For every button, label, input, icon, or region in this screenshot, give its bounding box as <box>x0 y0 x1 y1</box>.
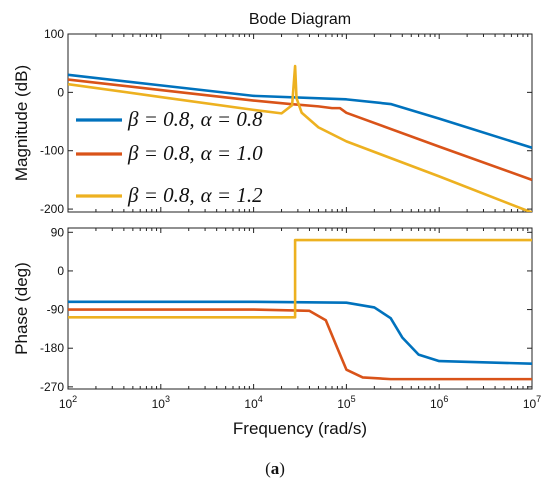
phase-axis-label: Phase (deg) <box>12 262 31 355</box>
phase-ytick-label: -90 <box>47 303 65 317</box>
phase-ytick-label: -270 <box>40 380 64 394</box>
magnitude-ytick-label: 100 <box>44 27 64 41</box>
x-tick-label: 107 <box>523 394 541 411</box>
phase-panel: 90 0 -90 -180 -270 Phase (deg) <box>12 225 533 394</box>
phase-ytick-label: -180 <box>40 341 64 355</box>
x-tick-label: 102 <box>59 394 77 411</box>
x-tick-label: 106 <box>430 394 448 411</box>
x-tick-label: 103 <box>152 394 170 411</box>
caption-open: ( <box>265 459 271 478</box>
magnitude-panel: 100 0 -100 -200 Magnitude (dB) β = 0.8, α = … <box>12 27 533 216</box>
magnitude-tick-labels: 100 0 -100 -200 <box>40 27 64 216</box>
legend-entry: β = 0.8, α = 1.2 <box>127 183 263 207</box>
caption-letter: a <box>271 459 280 478</box>
x-tick-label: 105 <box>337 394 355 411</box>
magnitude-ytick-label: 0 <box>57 85 64 99</box>
caption-close: ) <box>279 459 285 478</box>
legend-entry: β = 0.8, α = 1.0 <box>127 141 263 165</box>
magnitude-ytick-label: -200 <box>40 202 64 216</box>
magnitude-series-line <box>68 64 532 212</box>
phase-ytick-label: 90 <box>51 225 65 239</box>
x-axis-label: Frequency (rad/s) <box>233 419 367 438</box>
legend: β = 0.8, α = 0.8 β = 0.8, α = 1.0 β = 0.8, α … <box>76 107 263 207</box>
magnitude-series <box>68 64 532 212</box>
magnitude-ticks <box>67 33 533 212</box>
phase-ytick-label: 0 <box>57 264 64 278</box>
chart-title: Bode Diagram <box>249 11 351 28</box>
phase-series-line <box>68 300 532 365</box>
legend-entry: β = 0.8, α = 0.8 <box>127 107 263 131</box>
magnitude-series-line <box>68 73 532 150</box>
phase-ticks <box>67 228 533 389</box>
x-tick-labels: 102 103 104 105 106 107 <box>59 394 541 411</box>
magnitude-series-line <box>68 78 532 182</box>
phase-series-line <box>68 308 532 381</box>
magnitude-plot-frame <box>67 33 533 213</box>
phase-series-line <box>68 238 532 319</box>
figure-caption: (a) <box>265 459 285 478</box>
x-tick-label: 104 <box>244 394 262 411</box>
phase-tick-labels: 90 0 -90 -180 -270 <box>40 225 64 394</box>
phase-series <box>68 238 532 381</box>
magnitude-axis-label: Magnitude (dB) <box>12 65 31 181</box>
magnitude-ytick-label: -100 <box>40 144 64 158</box>
